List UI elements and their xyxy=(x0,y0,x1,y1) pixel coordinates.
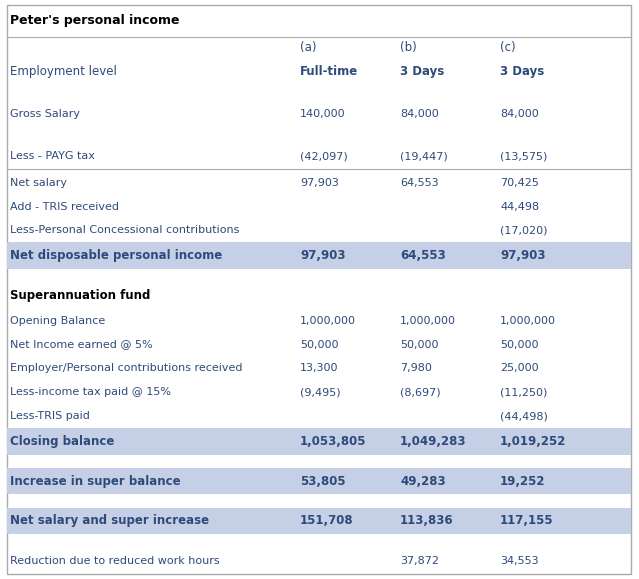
Bar xyxy=(7,243,631,269)
Text: 1,019,252: 1,019,252 xyxy=(500,435,566,448)
Text: 97,903: 97,903 xyxy=(300,249,346,262)
Text: Less-Personal Concessional contributions: Less-Personal Concessional contributions xyxy=(10,225,240,236)
Text: (11,250): (11,250) xyxy=(500,387,548,397)
Text: 50,000: 50,000 xyxy=(400,339,438,350)
Text: 3 Days: 3 Days xyxy=(400,65,444,78)
Text: 1,000,000: 1,000,000 xyxy=(500,316,556,325)
Text: Reduction due to reduced work hours: Reduction due to reduced work hours xyxy=(10,556,220,566)
Text: 34,553: 34,553 xyxy=(500,556,539,566)
Text: Increase in super balance: Increase in super balance xyxy=(10,475,181,488)
Text: Employment level: Employment level xyxy=(10,65,117,78)
Text: 1,053,805: 1,053,805 xyxy=(300,435,367,448)
Text: 25,000: 25,000 xyxy=(500,364,539,373)
Text: Superannuation fund: Superannuation fund xyxy=(10,289,150,302)
Text: 1,000,000: 1,000,000 xyxy=(400,316,456,325)
Text: 70,425: 70,425 xyxy=(500,178,539,188)
Text: Peter's personal income: Peter's personal income xyxy=(10,14,180,27)
Text: Less-income tax paid @ 15%: Less-income tax paid @ 15% xyxy=(10,387,171,397)
Text: 64,553: 64,553 xyxy=(400,249,446,262)
Text: 49,283: 49,283 xyxy=(400,475,445,488)
Text: 64,553: 64,553 xyxy=(400,178,438,188)
Text: 13,300: 13,300 xyxy=(300,364,339,373)
Bar xyxy=(7,428,631,455)
Text: Less - PAYG tax: Less - PAYG tax xyxy=(10,151,95,161)
Text: 151,708: 151,708 xyxy=(300,515,353,527)
Text: (42,097): (42,097) xyxy=(300,151,348,161)
Text: (13,575): (13,575) xyxy=(500,151,548,161)
Text: Net salary: Net salary xyxy=(10,178,67,188)
Bar xyxy=(7,508,631,534)
Text: 50,000: 50,000 xyxy=(500,339,539,350)
Text: 84,000: 84,000 xyxy=(400,109,439,119)
Text: 19,252: 19,252 xyxy=(500,475,546,488)
Text: 97,903: 97,903 xyxy=(300,178,339,188)
Text: (c): (c) xyxy=(500,41,516,54)
Text: Net Income earned @ 5%: Net Income earned @ 5% xyxy=(10,339,153,350)
Text: 37,872: 37,872 xyxy=(400,556,439,566)
Text: Employer/Personal contributions received: Employer/Personal contributions received xyxy=(10,364,242,373)
Text: (8,697): (8,697) xyxy=(400,387,441,397)
Text: 1,000,000: 1,000,000 xyxy=(300,316,356,325)
Text: 113,836: 113,836 xyxy=(400,515,454,527)
Text: Closing balance: Closing balance xyxy=(10,435,114,448)
Text: 117,155: 117,155 xyxy=(500,515,553,527)
Text: Full-time: Full-time xyxy=(300,65,358,78)
Text: Net disposable personal income: Net disposable personal income xyxy=(10,249,222,262)
Text: 44,498: 44,498 xyxy=(500,201,539,211)
Text: Add - TRIS received: Add - TRIS received xyxy=(10,201,119,211)
Text: 3 Days: 3 Days xyxy=(500,65,544,78)
Text: 140,000: 140,000 xyxy=(300,109,346,119)
Text: 53,805: 53,805 xyxy=(300,475,346,488)
Text: Less-TRIS paid: Less-TRIS paid xyxy=(10,411,90,421)
Text: 84,000: 84,000 xyxy=(500,109,539,119)
Text: Gross Salary: Gross Salary xyxy=(10,109,80,119)
Text: Net salary and super increase: Net salary and super increase xyxy=(10,515,209,527)
Text: 7,980: 7,980 xyxy=(400,364,432,373)
Text: (9,495): (9,495) xyxy=(300,387,341,397)
Bar xyxy=(7,468,631,494)
Text: (b): (b) xyxy=(400,41,417,54)
Text: (a): (a) xyxy=(300,41,316,54)
Text: 1,049,283: 1,049,283 xyxy=(400,435,466,448)
Text: 50,000: 50,000 xyxy=(300,339,339,350)
Text: 97,903: 97,903 xyxy=(500,249,546,262)
Text: (19,447): (19,447) xyxy=(400,151,448,161)
Text: (44,498): (44,498) xyxy=(500,411,548,421)
Text: (17,020): (17,020) xyxy=(500,225,548,236)
Text: Opening Balance: Opening Balance xyxy=(10,316,105,325)
